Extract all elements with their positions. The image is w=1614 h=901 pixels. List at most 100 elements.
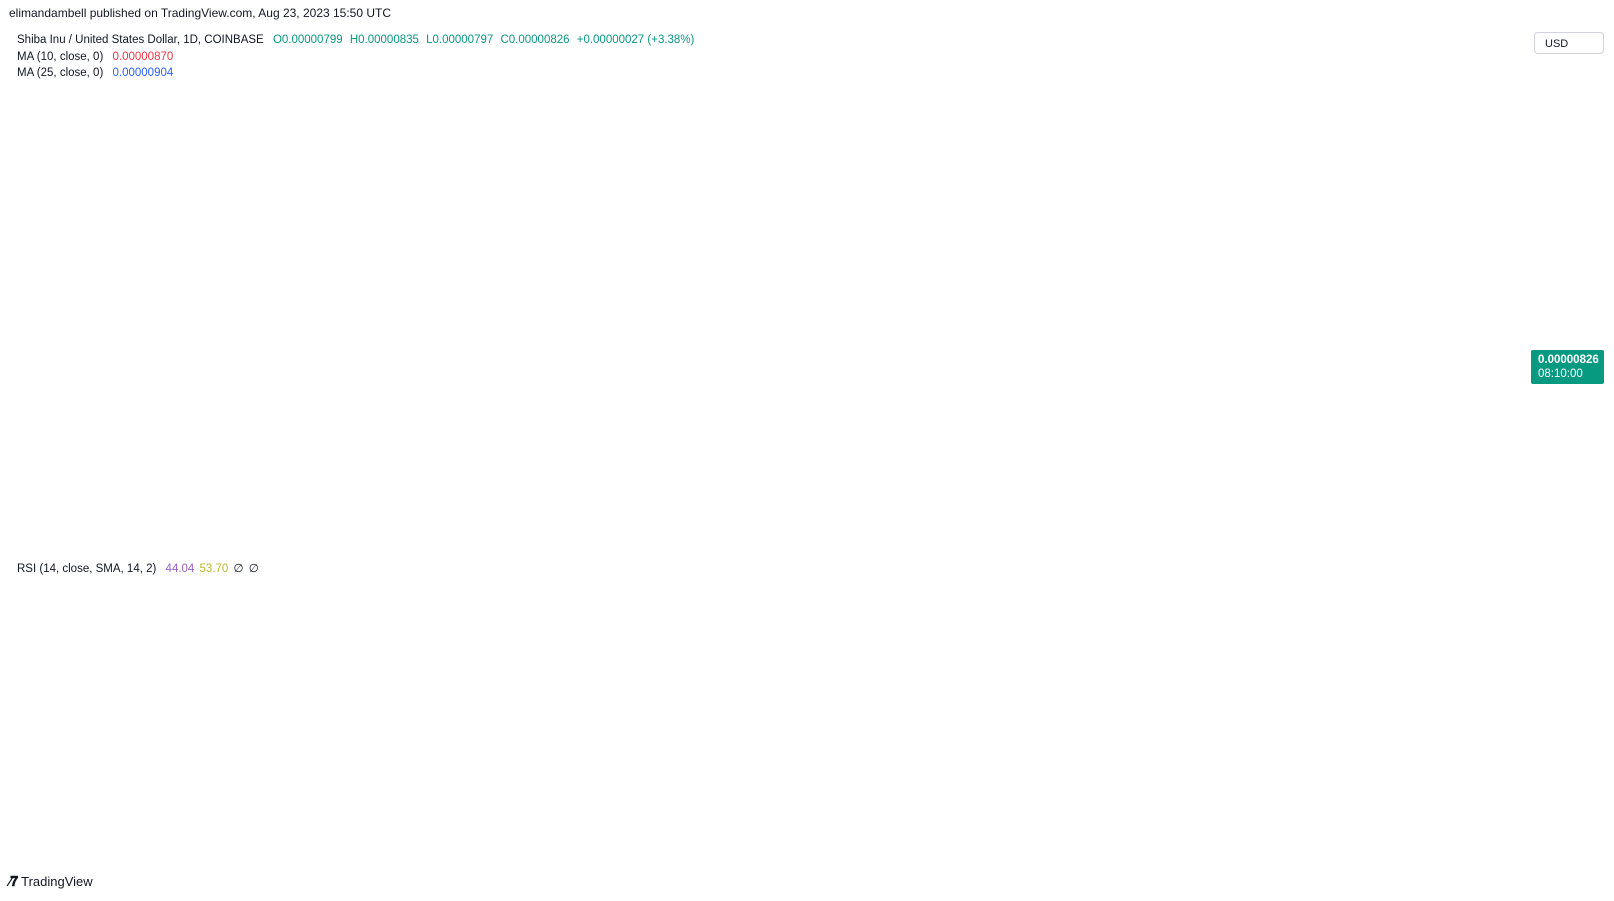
candle-body <box>1276 312 1282 348</box>
candle-body <box>328 211 334 213</box>
candle-body <box>714 337 720 363</box>
candle-body <box>103 241 109 263</box>
candle-body <box>505 292 511 308</box>
candle-body <box>609 322 615 328</box>
rsi-legend[interactable]: RSI (14, close, SMA, 14, 2) 44.04 53.70 … <box>17 561 261 575</box>
ma25-legend[interactable]: MA (25, close, 0) 0.00000904 <box>17 67 175 79</box>
time-tick-label: 15 <box>594 822 607 834</box>
rsi-line <box>9 595 1320 793</box>
candle-body <box>320 206 326 212</box>
candle-body <box>184 226 190 242</box>
publisher-line: elimandambell published on TradingView.c… <box>9 6 392 20</box>
candle-body <box>1179 267 1185 283</box>
candle-body <box>939 388 945 399</box>
time-tick-label: Jun <box>721 822 740 834</box>
rsi-tick-label: 30.00 <box>1488 747 1517 759</box>
candle-body <box>144 216 150 222</box>
candle-body <box>95 262 101 268</box>
candle-body <box>617 322 623 324</box>
candle-body <box>690 327 696 333</box>
time-tick-label: Sep <box>1426 822 1446 834</box>
candle-body <box>569 322 575 324</box>
symbol-name[interactable]: Shiba Inu / United States Dollar, 1D, CO… <box>17 34 264 46</box>
candle-body <box>1300 342 1306 348</box>
lightning-icon-ring <box>1326 531 1346 551</box>
candle-body <box>127 226 133 242</box>
candle-body <box>1244 226 1250 242</box>
time-tick-label: 13 <box>110 822 123 834</box>
candle-body <box>545 322 551 324</box>
candle-body <box>633 327 639 333</box>
candle-body <box>842 373 848 379</box>
candles-group <box>7 109 1322 437</box>
candle-body <box>947 398 953 400</box>
price-tick-label: 0.00001100 <box>1488 207 1548 219</box>
rsi-label: RSI (14, close, SMA, 14, 2) <box>17 563 157 575</box>
time-tick-label: Aug <box>1188 822 1208 834</box>
candle-body <box>1051 373 1057 379</box>
price-tick-label: 0.00000600 <box>1488 459 1549 471</box>
candle-body <box>1204 292 1210 318</box>
candle-body <box>1027 367 1033 379</box>
candle-body <box>39 156 45 187</box>
candle-body <box>826 388 832 399</box>
tradingview-logo-icon: ⁄𝟕 <box>9 873 18 889</box>
candle-body <box>31 146 37 157</box>
candle-body <box>433 251 439 258</box>
candle-body <box>1099 367 1105 379</box>
ohlc-close: C0.00000826 <box>500 34 570 46</box>
candle-body <box>1228 231 1234 268</box>
candle-body <box>561 322 567 324</box>
candle-body <box>537 322 543 324</box>
candle-body <box>1059 373 1065 375</box>
ma10-legend[interactable]: MA (10, close, 0) 0.00000870 <box>17 51 175 63</box>
candle-body <box>1163 332 1169 348</box>
candle-body <box>1292 337 1298 343</box>
candle-body <box>955 393 961 399</box>
candle-body <box>336 206 342 212</box>
rsi-tick-label: 40.00 <box>1488 710 1517 722</box>
candle-body <box>288 211 294 217</box>
candle-body <box>834 378 840 389</box>
candle-body <box>1043 378 1049 380</box>
support-resistance-line <box>8 356 1383 370</box>
candle-body <box>1075 373 1081 379</box>
price-tick-label: 0.00001200 <box>1488 156 1549 168</box>
lightning-icon <box>1326 531 1346 551</box>
ohlc-low: L0.00000797 <box>426 34 494 46</box>
candle-body <box>706 327 712 338</box>
candle-body <box>1155 347 1161 353</box>
candle-body <box>232 221 238 237</box>
ohlc-open: O0.00000799 <box>272 34 343 46</box>
candle-body <box>1147 347 1153 353</box>
candle-body <box>135 221 141 242</box>
time-tick-label: 12 <box>808 822 821 834</box>
candle-body <box>585 322 591 328</box>
candle-body <box>1260 262 1266 283</box>
candle-body <box>111 211 117 242</box>
ohlc-high: H0.00000835 <box>349 34 419 46</box>
candle-body <box>417 246 423 252</box>
currency-selector[interactable]: USD <box>1534 32 1604 54</box>
candle-body <box>449 257 455 263</box>
candle-body <box>963 383 969 394</box>
footer-brand[interactable]: ⁄𝟕 TradingView <box>9 873 93 890</box>
candle-body <box>47 186 53 212</box>
candle-body <box>1011 362 1017 364</box>
candle-body <box>152 216 158 227</box>
candle-body <box>730 367 736 369</box>
candle-body <box>392 231 398 242</box>
candle-body <box>786 423 792 429</box>
candle-body <box>264 196 270 202</box>
candle-body <box>1123 337 1129 348</box>
candle-body <box>553 322 559 324</box>
candle-body <box>376 191 382 212</box>
candle-body <box>657 322 663 324</box>
time-tick-label: Mar <box>14 822 34 834</box>
candle-body <box>481 267 487 269</box>
candle-countdown: 08:10:00 <box>1538 368 1583 380</box>
time-tick-label: 17 <box>379 822 392 834</box>
footer-brand-text: TradingView <box>21 874 93 889</box>
rsi-extra-2: ∅ <box>248 563 259 575</box>
